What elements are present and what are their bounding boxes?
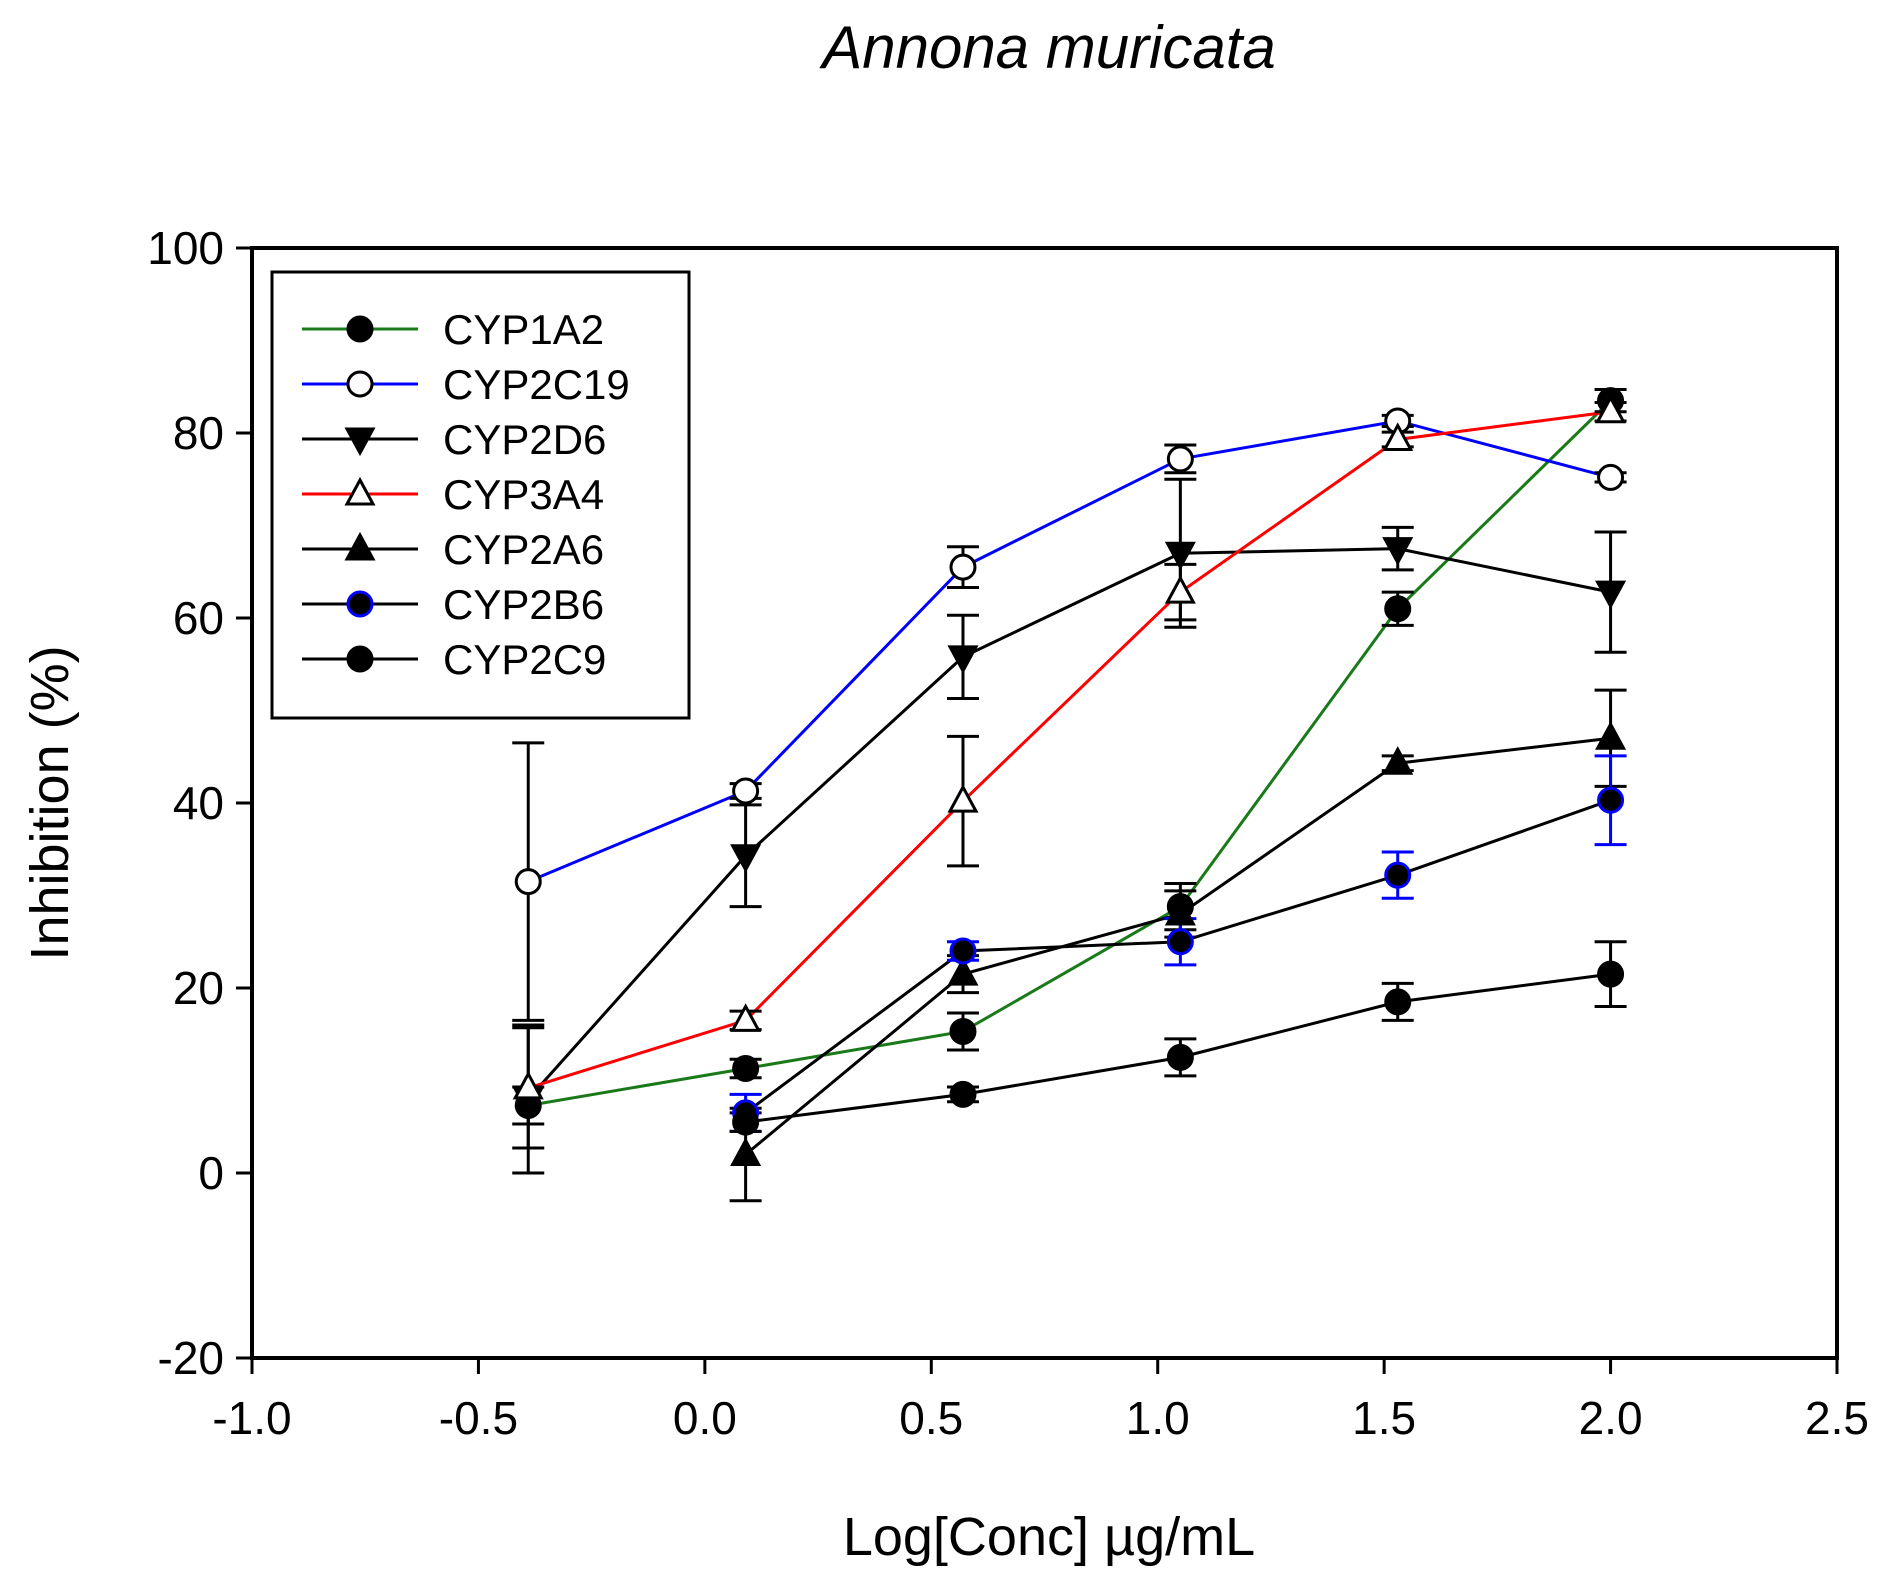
- y-tick-label: -20: [158, 1332, 224, 1384]
- y-axis: -20 0 20 40 60 80 100: [147, 222, 252, 1384]
- series-errors-cyp2c9: [729, 940, 1627, 1133]
- legend-item-cyp2b6: CYP2B6: [302, 581, 604, 628]
- y-tick-label: 60: [173, 592, 224, 644]
- data-point: [730, 1003, 762, 1032]
- data-point: [732, 777, 760, 805]
- series-markers-cyp2a6: [730, 721, 1627, 1166]
- series-layer: [512, 387, 1627, 1203]
- x-tick-label: 2.5: [1805, 1392, 1869, 1444]
- data-point: [1595, 721, 1627, 750]
- legend-label: CYP2B6: [443, 581, 604, 628]
- data-point: [1382, 537, 1414, 566]
- data-point: [732, 1108, 760, 1136]
- x-tick-label: -1.0: [212, 1392, 291, 1444]
- legend-swatch-marker: [346, 370, 374, 398]
- series-line: [527, 410, 1611, 1090]
- data-point: [1164, 574, 1196, 604]
- y-axis-label: Inhibition (%): [20, 645, 80, 960]
- data-point: [947, 645, 979, 674]
- data-point: [1382, 746, 1414, 775]
- x-tick-label: 1.0: [1126, 1392, 1190, 1444]
- y-tick-label: 80: [173, 407, 224, 459]
- x-tick-label: 2.0: [1579, 1392, 1643, 1444]
- data-point: [1384, 595, 1412, 623]
- legend-item-cyp1a2: CYP1A2: [302, 306, 604, 353]
- data-point: [947, 784, 979, 813]
- legend-label: CYP2A6: [443, 526, 604, 573]
- legend-item-cyp2c19: CYP2C19: [302, 361, 630, 408]
- data-point: [1384, 861, 1412, 889]
- series-line-cyp2d6: [527, 547, 1611, 1100]
- data-point: [1597, 463, 1625, 491]
- data-point: [1166, 928, 1194, 956]
- legend-label: CYP3A4: [443, 471, 604, 518]
- data-point: [1166, 445, 1194, 473]
- series-line-cyp2c19: [527, 419, 1611, 884]
- x-tick-label: -0.5: [439, 1392, 518, 1444]
- y-tick-label: 0: [198, 1147, 224, 1199]
- series-line-cyp1a2: [527, 399, 1612, 1107]
- data-point: [730, 844, 762, 873]
- data-point: [1595, 394, 1627, 424]
- x-tick-label: 1.5: [1352, 1392, 1416, 1444]
- data-point: [949, 937, 977, 965]
- data-point: [512, 1070, 544, 1100]
- data-point: [1382, 422, 1414, 451]
- legend-swatch-marker: [344, 531, 376, 561]
- series-markers-cyp2c9: [732, 960, 1625, 1136]
- series-line: [527, 547, 1611, 1100]
- legend-item-cyp2a6: CYP2A6: [302, 526, 604, 573]
- x-axis-label: Log[Conc] µg/mL: [843, 1507, 1255, 1567]
- legend-swatch-marker: [346, 590, 374, 618]
- series-line: [527, 399, 1612, 1107]
- legend-item-cyp2d6: CYP2D6: [302, 416, 606, 463]
- data-point: [1164, 541, 1196, 571]
- chart-title: Annona muricata: [819, 14, 1276, 81]
- legend: CYP1A2 CYP2C19 CYP2D6 CYP3A4 CYP2A6 CYP2B6 CYP…: [270, 270, 691, 720]
- data-point: [730, 1137, 762, 1166]
- data-point: [1595, 580, 1627, 610]
- legend-label: CYP2D6: [443, 416, 606, 463]
- data-point: [1384, 988, 1412, 1016]
- series-markers-cyp3a4: [512, 394, 1627, 1100]
- legend-label: CYP2C19: [443, 361, 630, 408]
- data-point: [514, 868, 542, 896]
- data-point: [1166, 1043, 1194, 1071]
- series-line: [527, 419, 1611, 884]
- legend-item-cyp2c9: CYP2C9: [302, 636, 606, 683]
- legend-swatch-marker: [346, 645, 374, 673]
- legend-label: CYP2C9: [443, 636, 606, 683]
- data-point: [949, 553, 977, 581]
- series-markers-cyp2c19: [514, 407, 1625, 896]
- data-point: [1597, 786, 1625, 814]
- legend-swatch-marker: [346, 315, 374, 343]
- series-line-cyp3a4: [527, 410, 1611, 1090]
- y-tick-label: 100: [147, 222, 224, 274]
- legend-swatch-marker: [344, 476, 376, 506]
- data-point: [949, 1017, 977, 1045]
- data-point: [1164, 896, 1196, 926]
- data-point: [947, 956, 979, 986]
- legend-swatch-marker: [344, 427, 376, 457]
- x-axis: -1.0 -0.5 0.0 0.5 1.0 1.5 2.0 2.5: [212, 1358, 1869, 1444]
- data-point: [949, 1080, 977, 1108]
- data-point: [732, 1054, 760, 1082]
- data-point: [1597, 960, 1625, 988]
- y-tick-label: 40: [173, 777, 224, 829]
- x-tick-label: 0.5: [899, 1392, 963, 1444]
- x-tick-label: 0.0: [673, 1392, 737, 1444]
- legend-label: CYP1A2: [443, 306, 604, 353]
- legend-item-cyp3a4: CYP3A4: [302, 471, 604, 518]
- y-tick-label: 20: [173, 962, 224, 1014]
